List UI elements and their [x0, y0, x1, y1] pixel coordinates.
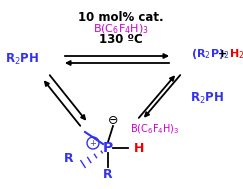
Text: B(C$_6$F$_4$H)$_3$: B(C$_6$F$_4$H)$_3$ [130, 122, 179, 136]
Text: +: + [217, 49, 227, 59]
Text: +: + [90, 139, 96, 147]
Text: P: P [103, 141, 113, 155]
Text: (R$_2$P)$_2$: (R$_2$P)$_2$ [191, 47, 229, 61]
Text: 10 mol% cat.: 10 mol% cat. [78, 11, 164, 24]
Text: H: H [134, 142, 144, 154]
Text: ⊖: ⊖ [108, 114, 118, 126]
Text: H$_2$: H$_2$ [229, 47, 243, 61]
Text: R$_2$PH: R$_2$PH [5, 51, 39, 67]
Text: B(C$_6$F$_4$H)$_3$: B(C$_6$F$_4$H)$_3$ [93, 22, 149, 36]
Text: R$_2$PH: R$_2$PH [190, 91, 224, 105]
Text: 130 ºC: 130 ºC [99, 33, 143, 46]
Text: R: R [63, 153, 73, 166]
Text: R: R [103, 167, 113, 180]
